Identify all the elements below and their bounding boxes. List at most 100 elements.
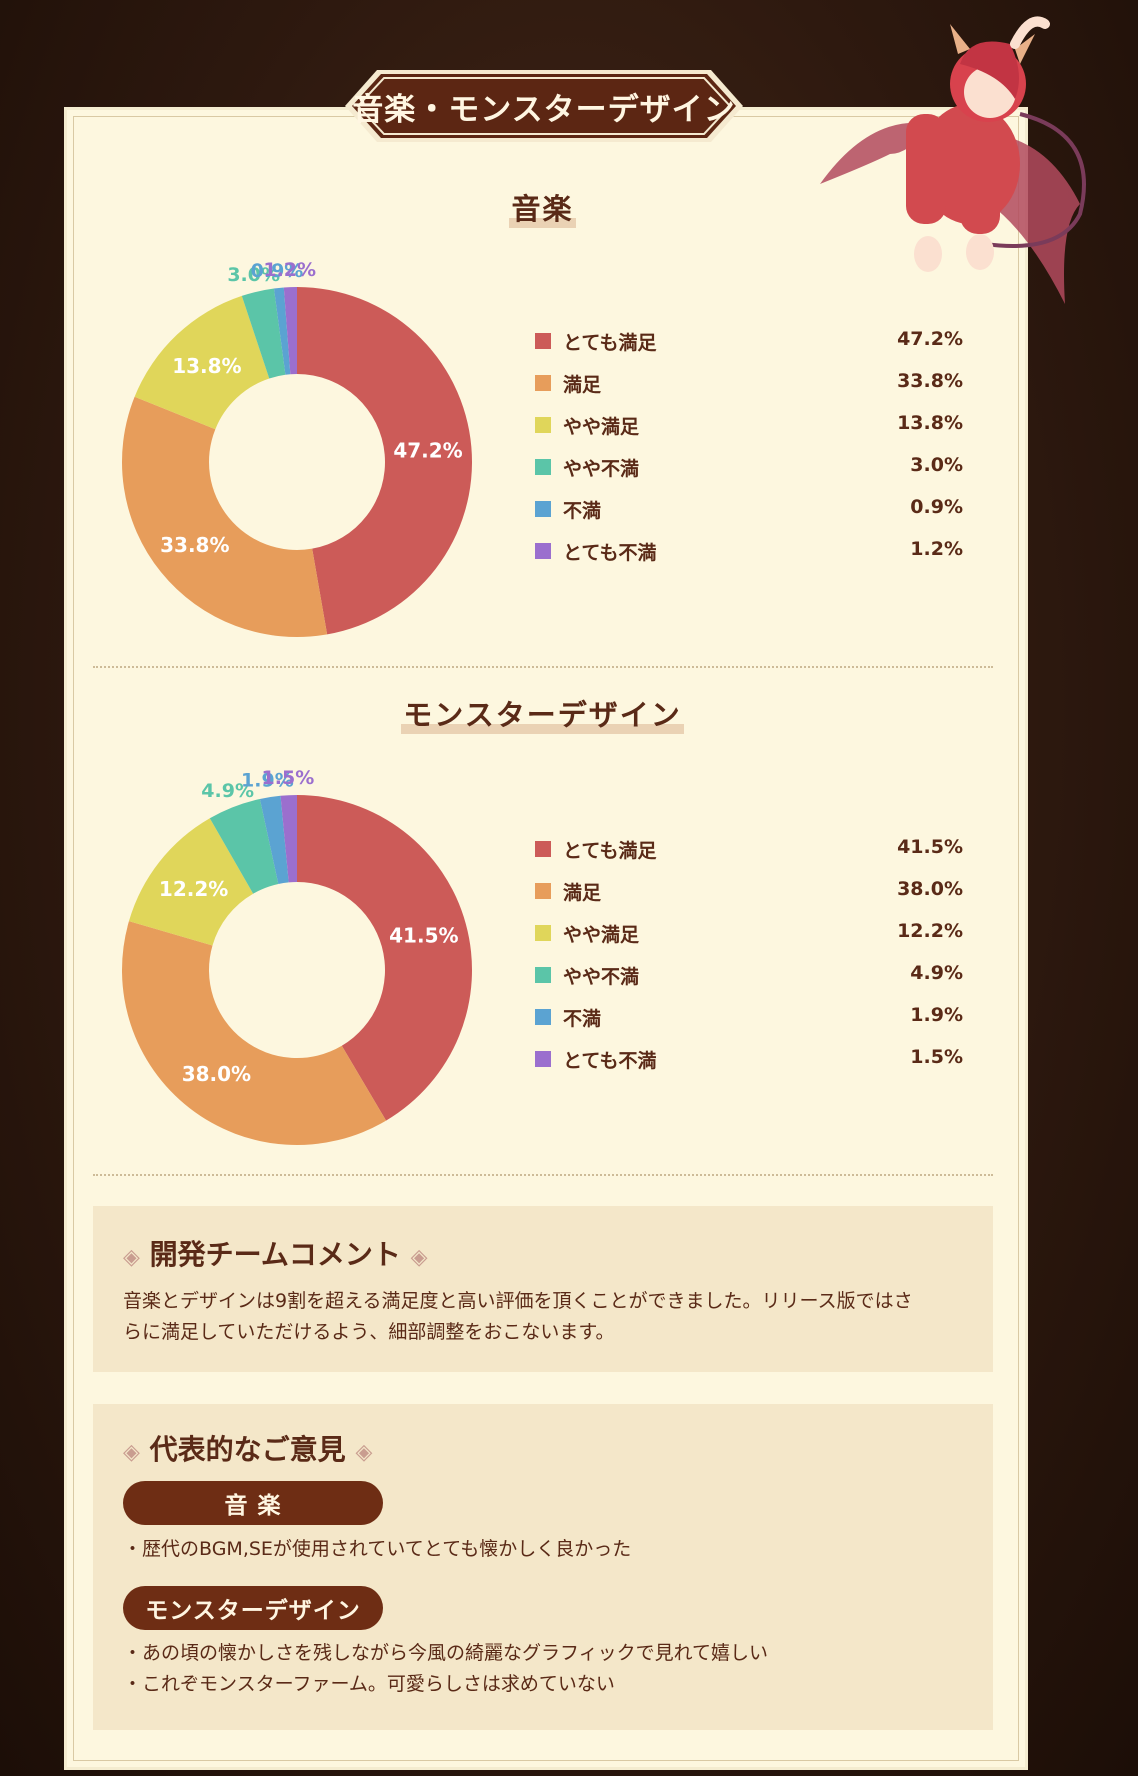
legend-swatch [535, 967, 551, 983]
legend-label: やや満足 [563, 416, 640, 438]
slice-label-very-satisfied: 47.2% [393, 439, 462, 463]
music-donut-chart: 47.2% 33.8% 13.8% 3.0%0.9%1.2% [122, 262, 473, 637]
divider-2 [93, 1174, 993, 1176]
dev-comment-box: ◈ 開発チームコメント ◈ 音楽とデザインは9割を超える満足度と高い評価を頂くこ… [93, 1206, 993, 1372]
mascot-illustration [820, 16, 1086, 304]
diamond-icon: ◈ [410, 1245, 428, 1270]
slice-label-dissatisfied: 1.9% [241, 770, 294, 791]
page-title: 音楽・モンスターデザイン [352, 91, 736, 128]
legend-row-somewhat-dissatisfied: やや不満 4.9% [535, 956, 963, 998]
legend-row-dissatisfied: 不満 0.9% [535, 490, 963, 532]
slice-label-very-dissatisfied: 1.5% [262, 770, 315, 789]
legend-swatch [535, 333, 551, 349]
slice-somewhat-satisfied [134, 295, 270, 430]
slice-label-somewhat-dissatisfied: 4.9% [201, 780, 254, 802]
slice-label-somewhat-dissatisfied: 3.0% [227, 264, 280, 286]
slice-satisfied [122, 396, 328, 637]
slice-somewhat-satisfied [128, 818, 254, 946]
slice-label-satisfied: 33.8% [160, 533, 229, 557]
design-heading: モンスターデザイン [330, 692, 755, 734]
opinions-heading: ◈ 代表的なご意見 ◈ [123, 1428, 372, 1468]
slice-very-dissatisfied [283, 287, 297, 375]
legend-label: やや不満 [563, 966, 640, 988]
slice-very-satisfied [297, 795, 472, 1121]
music-heading: 音楽 [400, 186, 685, 228]
title-plate-shape [345, 70, 743, 142]
legend-label: 満足 [563, 374, 602, 396]
slice-label-very-dissatisfied: 1.2% [263, 262, 316, 281]
divider-1 [93, 666, 993, 668]
slice-label-satisfied: 38.0% [182, 1062, 251, 1086]
legend-swatch [535, 459, 551, 475]
legend-label: やや満足 [563, 924, 640, 946]
legend-value: 33.8% [897, 370, 963, 392]
legend-swatch [535, 417, 551, 433]
legend-value: 3.0% [910, 454, 963, 476]
slice-very-satisfied [297, 287, 473, 635]
legend-label: 不満 [563, 1008, 602, 1030]
legend-label: やや不満 [563, 458, 640, 480]
design-heading-text: モンスターデザイン [401, 692, 684, 734]
design-opinion-item: ・これぞモンスターファーム。可愛らしさは求めていない [123, 1673, 615, 1695]
legend-row-very-dissatisfied: とても不満 1.2% [535, 532, 963, 574]
slice-label-very-satisfied: 41.5% [389, 923, 458, 947]
diamond-icon: ◈ [123, 1245, 140, 1270]
dev-comment-text: 音楽とデザインは9割を超える満足度と高い評価を頂くことができました。リリース版で… [123, 1286, 973, 1348]
slice-label-somewhat-satisfied: 13.8% [172, 354, 241, 378]
music-opinion-item: ・歴代のBGM,SEが使用されていてとても懐かしく良かった [123, 1538, 632, 1560]
legend-value: 47.2% [897, 328, 963, 350]
legend-swatch [535, 1009, 551, 1025]
legend-row-somewhat-satisfied: やや満足 12.2% [535, 914, 963, 956]
dev-comment-line: らに満足していただけるよう、細部調整をおこないます。 [123, 1321, 615, 1343]
design-legend: とても満足 41.5% 満足 38.0% やや満足 12.2% やや不満 4.9% 不満 1.9%… [535, 830, 963, 1082]
legend-label: とても不満 [563, 1050, 657, 1072]
slice-dissatisfied [259, 795, 289, 885]
legend-label: とても満足 [563, 840, 657, 862]
legend-value: 0.9% [910, 496, 963, 518]
opinions-box: ◈ 代表的なご意見 ◈ 音 楽 ・歴代のBGM,SEが使用されていてとても懐かし… [93, 1404, 993, 1730]
legend-value: 13.8% [897, 412, 963, 434]
slice-somewhat-dissatisfied [209, 798, 279, 894]
music-legend: とても満足 47.2% 満足 33.8% やや満足 13.8% やや不満 3.0% 不満 0.9%… [535, 322, 963, 574]
dev-comment-line: 音楽とデザインは9割を超える満足度と高い評価を頂くことができました。リリース版で… [123, 1290, 913, 1312]
legend-value: 4.9% [910, 962, 963, 984]
diamond-icon: ◈ [123, 1440, 140, 1465]
legend-swatch [535, 543, 551, 559]
legend-label: とても満足 [563, 332, 657, 354]
title-plate: 音楽・モンスターデザイン [325, 68, 763, 144]
legend-row-very-satisfied: とても満足 47.2% [535, 322, 963, 364]
music-heading-text: 音楽 [509, 186, 576, 228]
legend-swatch [535, 841, 551, 857]
legend-swatch [535, 375, 551, 391]
opinions-heading-text: 代表的なご意見 [149, 1433, 346, 1466]
slice-label-dissatisfied: 0.9% [251, 262, 304, 282]
legend-value: 12.2% [897, 920, 963, 942]
dev-comment-heading-text: 開発チームコメント [149, 1238, 401, 1271]
legend-swatch [535, 1051, 551, 1067]
slice-dissatisfied [273, 287, 291, 375]
slice-very-dissatisfied [280, 795, 297, 883]
legend-value: 1.9% [910, 1004, 963, 1026]
slice-satisfied [122, 921, 387, 1145]
legend-row-somewhat-satisfied: やや満足 13.8% [535, 406, 963, 448]
diamond-icon: ◈ [355, 1440, 373, 1465]
legend-label: とても不満 [563, 542, 657, 564]
legend-row-dissatisfied: 不満 1.9% [535, 998, 963, 1040]
design-donut-chart: 41.5% 38.0% 12.2% 4.9%1.9%1.5% [122, 770, 472, 1145]
music-opinion-label: 音 楽 [123, 1481, 383, 1525]
design-opinion-item: ・あの頃の懐かしさを残しながら今風の綺麗なグラフィックで見れて嬉しい [123, 1642, 769, 1664]
legend-row-satisfied: 満足 33.8% [535, 364, 963, 406]
legend-value: 1.5% [910, 1046, 963, 1068]
legend-row-very-satisfied: とても満足 41.5% [535, 830, 963, 872]
dev-comment-heading: ◈ 開発チームコメント ◈ [123, 1233, 428, 1273]
legend-row-somewhat-dissatisfied: やや不満 3.0% [535, 448, 963, 490]
legend-row-satisfied: 満足 38.0% [535, 872, 963, 914]
legend-value: 38.0% [897, 878, 963, 900]
legend-swatch [535, 883, 551, 899]
design-opinion-label: モンスターデザイン [123, 1586, 383, 1630]
legend-value: 41.5% [897, 836, 963, 858]
slice-label-somewhat-satisfied: 12.2% [159, 877, 228, 901]
legend-value: 1.2% [910, 538, 963, 560]
legend-swatch [535, 501, 551, 517]
legend-label: 満足 [563, 882, 602, 904]
